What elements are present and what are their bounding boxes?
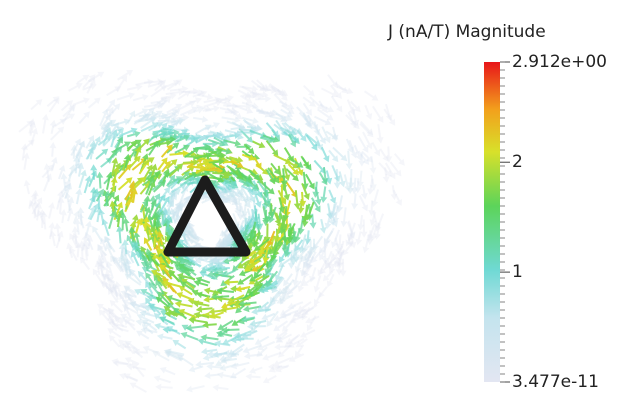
arrow-glyph bbox=[364, 90, 379, 100]
tick-label: 2.912e+00 bbox=[512, 52, 607, 72]
arrow-glyph bbox=[118, 177, 133, 190]
arrow-glyph bbox=[186, 385, 205, 392]
arrow-glyph bbox=[79, 111, 90, 124]
arrow-glyph bbox=[24, 180, 31, 195]
arrow-glyph bbox=[351, 193, 358, 209]
arrow-glyph bbox=[109, 335, 120, 347]
legend-title: J (nA/T) Magnitude bbox=[387, 22, 546, 42]
arrow-glyph bbox=[172, 340, 186, 349]
tick-label: 1 bbox=[512, 262, 523, 282]
arrow-glyph bbox=[307, 315, 317, 331]
visualization: J (nA/T) Magnitude 2.912e+00 2 1 3.477e-11 bbox=[0, 0, 626, 401]
arrow-glyph bbox=[88, 98, 101, 109]
arrow-glyph bbox=[133, 94, 149, 101]
arrow-glyph bbox=[321, 147, 330, 162]
arrow-glyph bbox=[377, 124, 384, 143]
color-bar bbox=[484, 62, 500, 382]
arrow-glyph bbox=[92, 226, 103, 242]
arrow-glyph bbox=[181, 332, 199, 341]
arrow-glyph bbox=[48, 202, 55, 219]
arrow-glyph bbox=[328, 190, 336, 204]
arrow-glyph bbox=[255, 336, 270, 345]
color-legend: J (nA/T) Magnitude 2.912e+00 2 1 3.477e-11 bbox=[387, 22, 607, 392]
arrow-glyph bbox=[95, 149, 108, 160]
arrow-glyph bbox=[48, 222, 55, 239]
tick-label: 3.477e-11 bbox=[512, 372, 599, 392]
arrow-glyph bbox=[331, 165, 340, 182]
tick-label: 2 bbox=[512, 152, 523, 172]
arrow-glyph bbox=[154, 375, 171, 383]
arrow-glyph bbox=[155, 384, 173, 391]
arrow-glyph bbox=[364, 105, 372, 120]
arrow-glyph bbox=[394, 153, 405, 166]
arrow-glyph bbox=[246, 373, 261, 380]
arrow-glyph bbox=[379, 148, 388, 161]
arrow-glyph bbox=[303, 85, 315, 97]
arrow-glyph bbox=[75, 188, 82, 204]
arrow-glyph bbox=[130, 383, 147, 393]
arrow-glyph bbox=[299, 192, 306, 207]
arrow-glyph bbox=[314, 293, 322, 306]
arrow-glyph bbox=[160, 367, 176, 375]
arrow-glyph bbox=[262, 352, 281, 361]
arrow-glyph bbox=[252, 140, 266, 148]
arrow-glyph bbox=[359, 195, 368, 211]
arrow-glyph bbox=[355, 231, 362, 245]
arrow-glyph bbox=[384, 109, 396, 126]
arrow-glyph bbox=[127, 84, 143, 91]
arrow-glyph bbox=[231, 362, 250, 369]
arrow-glyph bbox=[127, 110, 135, 123]
arrow-glyph bbox=[193, 116, 209, 123]
arrow-glyph bbox=[320, 219, 327, 234]
vector-field bbox=[18, 70, 404, 393]
arrow-glyph bbox=[266, 122, 279, 137]
arrow-glyph bbox=[80, 257, 90, 270]
arrow-glyph bbox=[320, 186, 327, 203]
arrow-glyph bbox=[391, 185, 398, 200]
arrow-glyph bbox=[49, 142, 56, 157]
arrow-glyph bbox=[100, 158, 112, 168]
arrow-glyph bbox=[117, 92, 135, 100]
arrow-glyph bbox=[263, 375, 277, 383]
arrow-glyph bbox=[136, 331, 149, 340]
arrow-glyph bbox=[372, 142, 381, 156]
arrow-glyph bbox=[157, 333, 173, 340]
arrow-glyph bbox=[372, 106, 383, 123]
arrow-glyph bbox=[204, 372, 219, 379]
arrow-glyph bbox=[42, 114, 49, 134]
arrow-glyph bbox=[72, 97, 90, 106]
arrow-glyph bbox=[249, 367, 263, 374]
arrow-glyph bbox=[302, 157, 312, 171]
arrow-glyph bbox=[161, 144, 173, 158]
arrow-glyph bbox=[341, 207, 348, 227]
arrow-glyph bbox=[212, 384, 228, 391]
arrow-glyph bbox=[266, 140, 279, 156]
arrow-glyph bbox=[30, 99, 42, 110]
arrow-glyph bbox=[68, 83, 83, 92]
arrow-glyph bbox=[96, 172, 103, 189]
arrow-glyph bbox=[361, 185, 368, 200]
